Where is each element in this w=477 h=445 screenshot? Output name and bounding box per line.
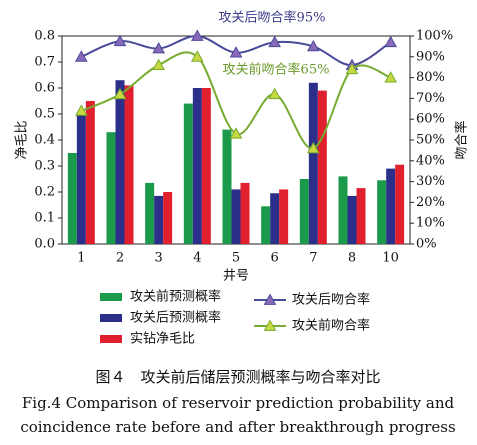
- y2-tick-label: 60%: [416, 112, 445, 127]
- y-tick-label: 0.0: [34, 237, 55, 252]
- y-tick-label: 0.2: [34, 185, 55, 200]
- marker: [190, 29, 204, 41]
- marker: [113, 34, 127, 47]
- bar: [76, 115, 86, 244]
- y-tick-label: 0.3: [34, 159, 55, 174]
- caption: Fig.4 Comparison of reservoir prediction…: [22, 394, 455, 412]
- bar: [377, 180, 387, 244]
- y2-tick-label: 40%: [416, 153, 445, 168]
- bar: [222, 129, 232, 244]
- x-axis-label: 井号: [223, 269, 249, 284]
- marker: [190, 50, 204, 62]
- legend-label: 攻关后吻合率: [292, 292, 370, 308]
- marker: [229, 46, 243, 58]
- bar: [317, 90, 327, 244]
- bar: [240, 182, 250, 244]
- caption: coincidence rate before and after breakt…: [20, 418, 455, 436]
- marker: [268, 35, 282, 48]
- caption: 图４ 攻关前后储层预测概率与吻合率对比: [95, 368, 380, 386]
- x-tick-label: 8: [348, 251, 356, 266]
- bar: [192, 88, 202, 244]
- bar: [124, 85, 134, 245]
- legend-swatch: [100, 335, 122, 343]
- annotation: 攻关前吻合率65%: [223, 62, 330, 78]
- y2-tick-label: 70%: [416, 91, 445, 106]
- y2-tick-label: 20%: [416, 195, 445, 210]
- bar: [395, 164, 405, 244]
- bar: [154, 195, 164, 244]
- bar: [115, 80, 125, 244]
- x-tick-label: 6: [271, 251, 279, 266]
- bar: [201, 88, 211, 244]
- x-tick-label: 1: [77, 251, 85, 266]
- y2-tick-label: 50%: [416, 133, 445, 148]
- legend-swatch: [100, 293, 122, 301]
- x-tick-label: 3: [155, 251, 163, 266]
- legend-label: 实钻净毛比: [130, 332, 195, 347]
- marker: [152, 58, 166, 71]
- y2-tick-label: 30%: [416, 174, 445, 189]
- y2-tick-label: 100%: [416, 29, 453, 44]
- marker: [306, 39, 320, 52]
- legend-marker: [263, 319, 277, 331]
- x-tick-label: 4: [193, 251, 201, 266]
- y2-tick-label: 90%: [416, 49, 445, 64]
- bar: [106, 132, 116, 244]
- y2-axis-label: 吻合率: [454, 120, 470, 159]
- x-tick-label: 7: [309, 251, 317, 266]
- marker: [113, 87, 127, 100]
- marker: [384, 71, 398, 83]
- y-tick-label: 0.5: [34, 107, 55, 122]
- x-tick-label: 2: [116, 251, 124, 266]
- bar: [231, 189, 241, 244]
- bar: [85, 101, 95, 244]
- bar: [386, 168, 396, 244]
- marker: [74, 104, 88, 116]
- y-axis-label: 净毛比: [15, 120, 30, 159]
- bar: [261, 206, 271, 244]
- legend-label: 攻关前吻合率: [292, 318, 370, 334]
- y2-tick-label: 80%: [416, 70, 445, 85]
- marker: [345, 62, 359, 75]
- x-tick-label: 5: [232, 251, 240, 266]
- y-tick-label: 0.7: [34, 55, 55, 70]
- bar: [279, 189, 289, 244]
- annotation: 攻关后吻合率95%: [219, 10, 326, 26]
- x-tick-label: 10: [382, 251, 399, 266]
- y-tick-label: 0.6: [34, 81, 55, 96]
- bar: [145, 182, 155, 244]
- legend-marker: [263, 293, 277, 305]
- marker: [306, 141, 320, 154]
- marker: [74, 50, 88, 62]
- bar: [308, 82, 318, 244]
- bar: [270, 193, 280, 244]
- legend-swatch: [100, 314, 122, 322]
- y2-tick-label: 10%: [416, 216, 445, 231]
- y-tick-label: 0.1: [34, 211, 55, 226]
- bar: [163, 192, 173, 244]
- bar: [183, 103, 193, 244]
- legend-label: 攻关后预测概率: [130, 310, 221, 326]
- marker: [268, 87, 282, 100]
- legend-label: 攻关前预测概率: [130, 289, 221, 305]
- bar: [67, 153, 77, 244]
- bar: [299, 179, 309, 244]
- marker: [229, 127, 243, 139]
- bar: [347, 195, 357, 244]
- marker: [384, 35, 398, 48]
- bar: [356, 188, 366, 244]
- y-tick-label: 0.4: [34, 133, 55, 148]
- marker: [152, 41, 166, 54]
- y-tick-label: 0.8: [34, 29, 55, 44]
- bar: [338, 176, 348, 244]
- y2-tick-label: 0%: [416, 237, 437, 252]
